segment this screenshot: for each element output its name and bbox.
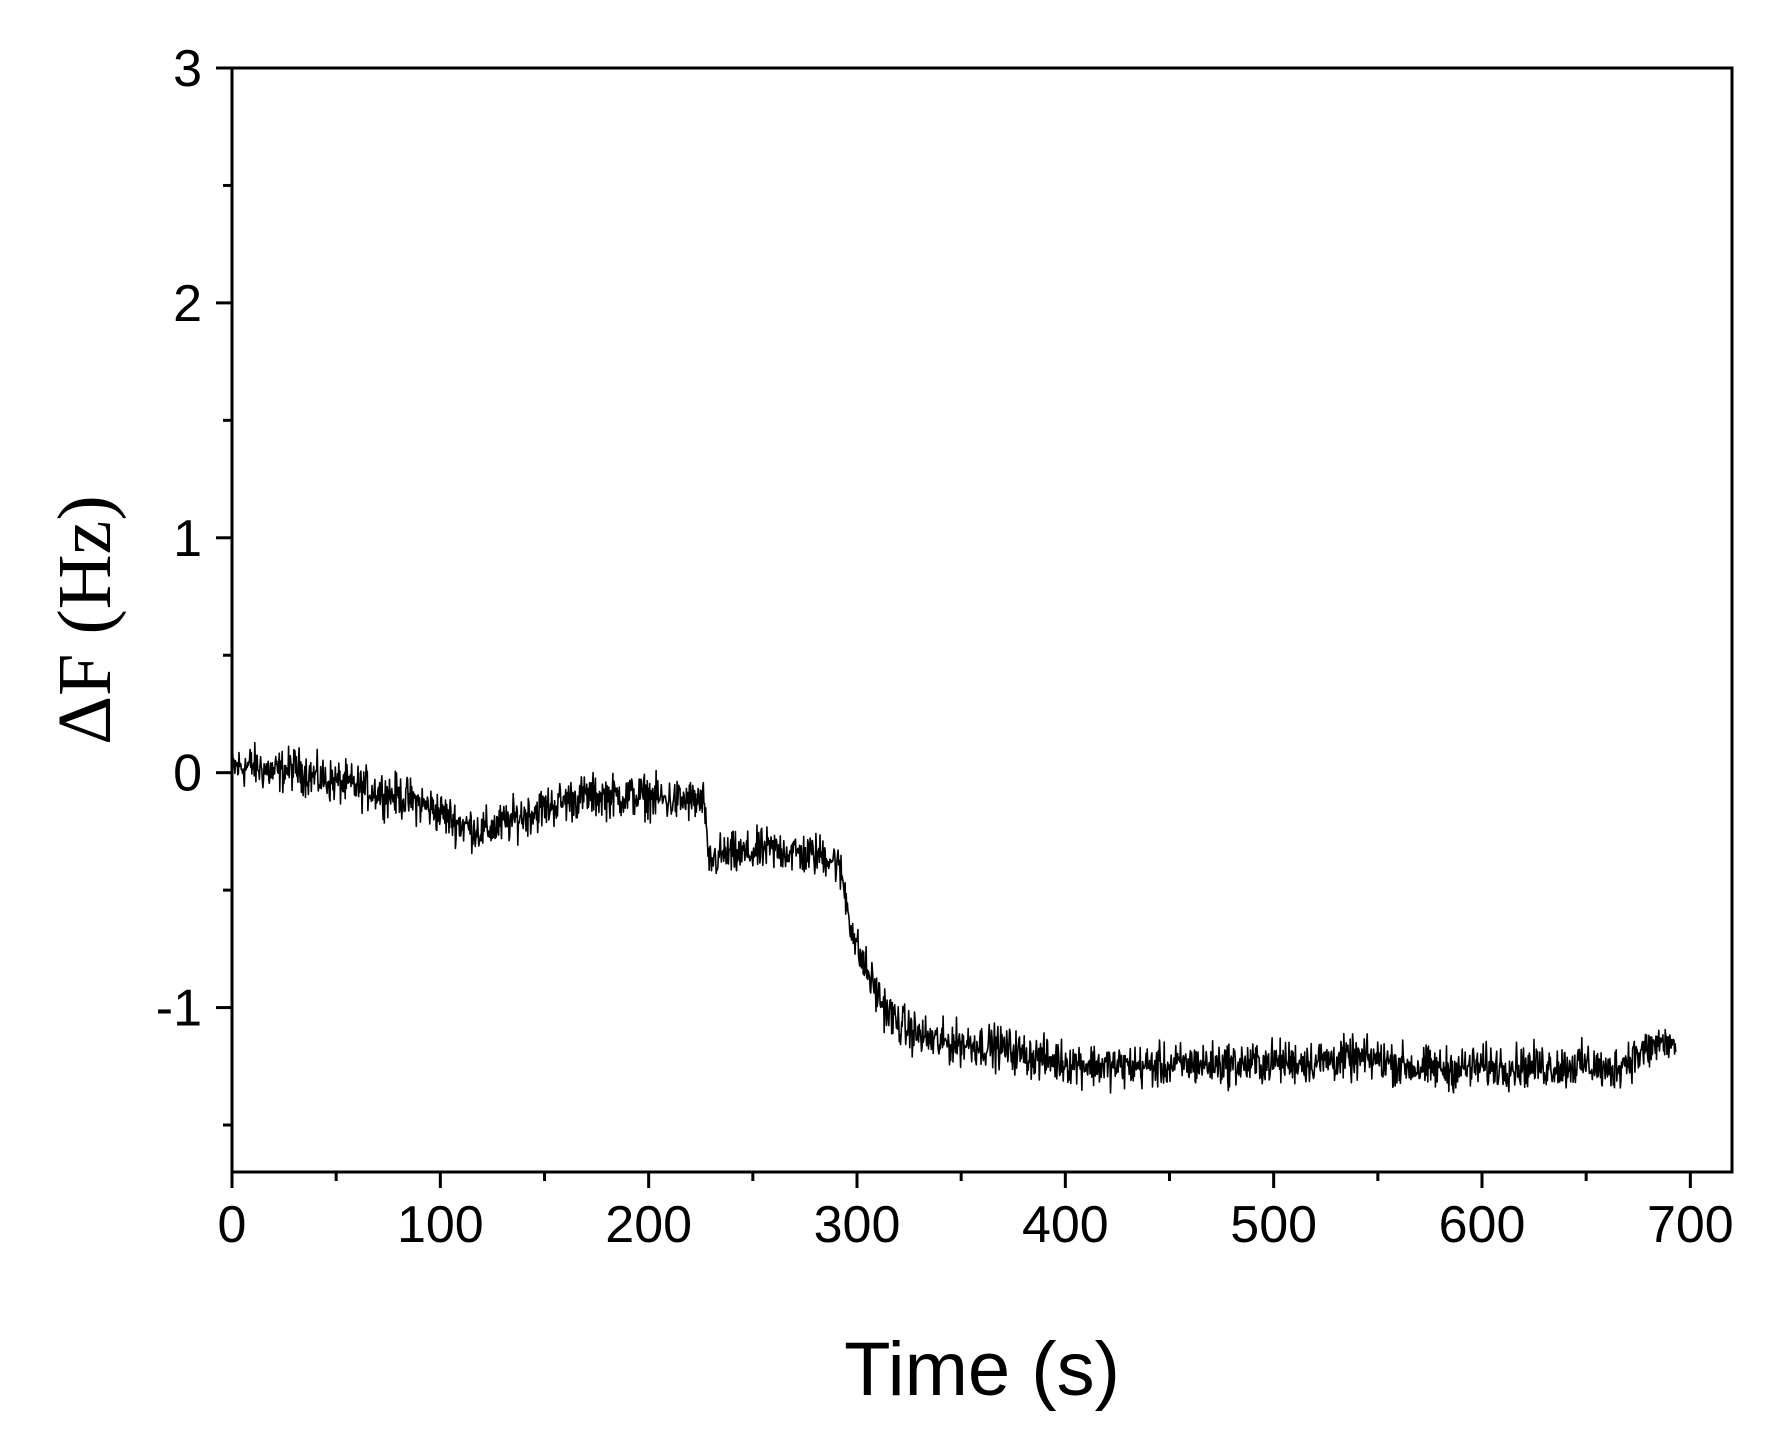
y-axis-title: ΔF (Hz) [43, 495, 127, 744]
x-tick-label: 600 [1439, 1196, 1526, 1254]
plot-frame [230, 66, 1734, 1174]
x-tick-label: 200 [605, 1196, 692, 1254]
y-tick-label: 1 [173, 510, 202, 568]
x-tick-label: 400 [1022, 1196, 1109, 1254]
x-tick-label: 0 [218, 1196, 247, 1254]
x-tick-label: 500 [1230, 1196, 1317, 1254]
x-tick-label: 700 [1647, 1196, 1734, 1254]
y-tick-label: 3 [173, 40, 202, 98]
y-tick-label: 0 [173, 745, 202, 803]
x-axis-tick-labels: 0 100 200 300 400 500 600 700 [218, 1196, 1734, 1254]
y-axis-ticks [216, 66, 232, 1127]
series-line [231, 741, 1677, 1094]
x-axis-ticks [230, 1172, 1692, 1188]
x-tick-label: 300 [814, 1196, 901, 1254]
x-tick-label: 100 [397, 1196, 484, 1254]
y-tick-label: 2 [173, 275, 202, 333]
x-axis-title: Time (s) [844, 1327, 1120, 1412]
y-axis-tick-labels: -1 0 1 2 3 [156, 40, 202, 1038]
y-tick-label: -1 [156, 980, 202, 1038]
